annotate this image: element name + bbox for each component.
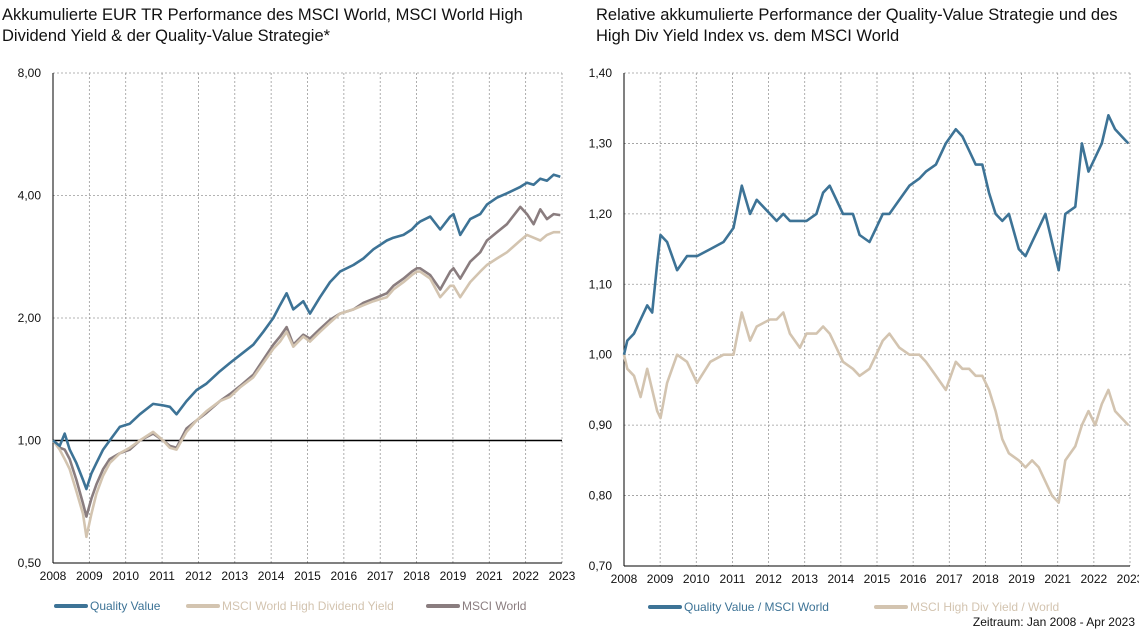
series-line-msci-world-high-dividend-yield	[51, 230, 561, 539]
x-tick-label: 2017	[936, 572, 963, 586]
x-tick-label: 2022	[512, 569, 539, 583]
x-tick-label: 2011	[149, 569, 175, 583]
y-tick-label: 4,00	[18, 189, 42, 203]
x-tick-label: 2018	[403, 569, 430, 583]
x-tick-label: 2013	[791, 572, 818, 586]
x-tick-label: 2012	[185, 569, 212, 583]
x-tick-label: 2008	[611, 572, 638, 586]
series-line-msci-world	[52, 205, 561, 518]
x-tick-label: 2010	[112, 569, 139, 583]
legend-label: Quality Value / MSCI World	[684, 600, 829, 614]
x-tick-label: 2011	[720, 572, 746, 586]
x-tick-label: 2021	[476, 569, 503, 583]
y-tick-label: 1,40	[589, 66, 613, 80]
x-tick-label: 2009	[647, 572, 674, 586]
y-tick-label: 1,00	[18, 434, 42, 448]
y-tick-label: 0,90	[589, 418, 613, 432]
y-tick-label: 1,10	[589, 277, 613, 291]
left-chart-title: Akkumulierte EUR TR Performance des MSCI…	[2, 6, 523, 45]
series-line-quality-value	[52, 173, 561, 491]
x-tick-label: 2019	[1008, 572, 1035, 586]
y-tick-label: 2,00	[18, 311, 42, 325]
y-tick-label: 1,30	[589, 136, 613, 150]
chart-left: 2008 2009 2010 2011 2012 2013 2014 2015 2016 2017…	[18, 66, 576, 613]
x-tick-label: 2012	[755, 572, 782, 586]
x-tick-label: 2018	[972, 572, 999, 586]
x-tick-label: 2008	[40, 569, 67, 583]
x-tick-label: 2016	[331, 569, 358, 583]
legend-label: MSCI World	[462, 599, 526, 613]
x-tick-label: 2019	[440, 569, 467, 583]
time-range-note: Zeitraum: Jan 2008 - Apr 2023	[972, 615, 1135, 629]
y-tick-label: 0,70	[589, 559, 613, 573]
x-tick-label: 2021	[1044, 572, 1071, 586]
x-tick-label: 2016	[900, 572, 927, 586]
chart-right: 2008 2009 2010 2011 2012 2013 2014 2015 2016 2017…	[589, 66, 1139, 614]
legend-label: Quality Value	[90, 599, 161, 613]
y-tick-label: 0,80	[589, 489, 613, 503]
x-tick-label: 2023	[549, 569, 576, 583]
x-tick-label: 2013	[221, 569, 248, 583]
x-tick-label: 2009	[76, 569, 103, 583]
legend-label: MSCI High Div Yield / World	[910, 600, 1059, 614]
x-tick-label: 2014	[828, 572, 855, 586]
x-tick-label: 2010	[683, 572, 710, 586]
y-tick-label: 1,20	[589, 207, 613, 221]
x-tick-label: 2014	[258, 569, 285, 583]
right-chart-title: Relative akkumulierte Performance der Qu…	[596, 6, 1118, 45]
series-line-msci-high-div-yield-world	[622, 311, 1130, 504]
x-tick-label: 2023	[1117, 572, 1139, 586]
y-tick-label: 1,00	[589, 348, 613, 362]
y-tick-label: 0,50	[18, 556, 42, 570]
x-tick-label: 2015	[294, 569, 321, 583]
x-tick-label: 2015	[864, 572, 891, 586]
x-tick-label: 2017	[367, 569, 394, 583]
legend-label: MSCI World High Dividend Yield	[222, 599, 394, 613]
x-tick-label: 2022	[1081, 572, 1108, 586]
y-tick-label: 8,00	[18, 66, 42, 80]
series-line-quality-value-msci-world	[622, 114, 1130, 355]
